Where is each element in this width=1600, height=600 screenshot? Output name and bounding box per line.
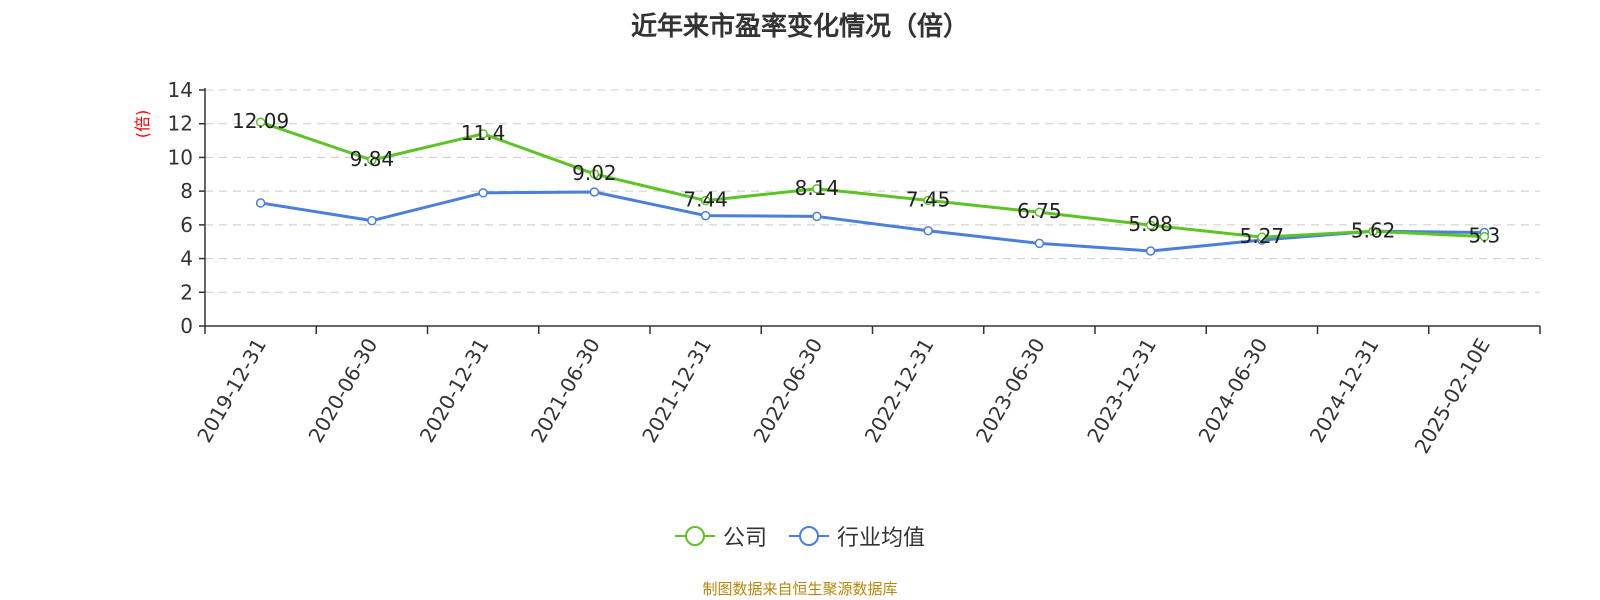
- data-point-series-1[interactable]: [700, 210, 711, 221]
- data-point-series-0[interactable]: [1479, 231, 1490, 242]
- data-point-series-0[interactable]: [1257, 232, 1267, 242]
- y-axis-label: (倍): [133, 110, 152, 139]
- legend-company-label: 公司: [722, 526, 767, 551]
- data-point-series-0[interactable]: [1034, 207, 1045, 217]
- legend-item-industry-average[interactable]: 行业均值: [789, 520, 925, 552]
- x-tick-label: 2022-06-30: [748, 334, 827, 447]
- y-tick-label: 12: [168, 112, 193, 136]
- data-point-series-1[interactable]: [1145, 246, 1156, 256]
- data-label: 12.09: [232, 109, 289, 133]
- data-point-series-0[interactable]: [255, 117, 266, 127]
- data-source-note: 制图数据来自恒生聚源数据库: [702, 580, 898, 598]
- data-label: 9.84: [350, 147, 395, 171]
- x-tick-label: 2024-12-31: [1305, 334, 1384, 447]
- data-label: 5.98: [1128, 212, 1173, 236]
- chart-title: 近年来市盈率变化情况（倍）: [630, 12, 969, 42]
- y-tick-label: 10: [168, 145, 193, 169]
- y-tick-label: 14: [168, 78, 193, 102]
- legend-industry-average-icon: [789, 526, 829, 546]
- x-tick-label: 2021-12-31: [637, 334, 716, 447]
- x-tick-label: 2021-06-30: [526, 334, 605, 447]
- data-point-series-0[interactable]: [923, 195, 933, 206]
- data-point-series-0[interactable]: [812, 184, 822, 194]
- data-point-series-1[interactable]: [478, 188, 488, 198]
- legend-company-icon: [674, 526, 715, 546]
- series-line-1: [260, 190, 1485, 253]
- axes: 0 2 4 6 8 10 12 14 2019-12-31 2020-06-30 2020-12-3…: [168, 78, 1541, 458]
- y-tick-label: 6: [180, 213, 193, 237]
- x-tick-label: 2023-12-31: [1082, 334, 1161, 447]
- data-point-series-1[interactable]: [923, 226, 933, 236]
- x-tick-label: 2023-06-30: [971, 334, 1050, 447]
- legend-item-company[interactable]: 公司: [674, 520, 767, 552]
- data-point-series-0[interactable]: [478, 129, 488, 139]
- legend: 公司 行业均值: [0, 520, 1600, 552]
- x-tick-label: 2019-12-31: [192, 334, 271, 447]
- legend-industry-average-label: 行业均值: [837, 526, 926, 551]
- data-point-series-1[interactable]: [255, 198, 266, 208]
- data-label: 5.27: [1240, 224, 1285, 248]
- x-tick-label: 2025-02-10E: [1410, 334, 1495, 458]
- data-point-series-1[interactable]: [589, 187, 600, 197]
- data-label: 5.62: [1351, 218, 1396, 242]
- data-point-series-1[interactable]: [812, 211, 822, 222]
- y-tick-label: 8: [180, 179, 193, 203]
- x-tick-label: 2020-06-30: [303, 334, 382, 447]
- data-label: 11.4: [461, 121, 506, 145]
- data-point-series-0[interactable]: [700, 195, 711, 206]
- data-point-series-1[interactable]: [367, 215, 377, 226]
- data-label: 7.44: [683, 188, 728, 212]
- data-label: 5.3: [1468, 224, 1500, 248]
- data-point-series-0[interactable]: [589, 169, 600, 179]
- data-point-series-1[interactable]: [1034, 238, 1045, 249]
- data-label: 8.14: [795, 176, 840, 200]
- data-point-series-0[interactable]: [1368, 226, 1378, 237]
- data-point-series-0[interactable]: [367, 155, 377, 165]
- series-line-0: [260, 120, 1485, 239]
- data-labels: 12.09 9.84 11.4 9.02 7.44 8.14 7.45 6.75 5.98 5.2…: [232, 109, 1500, 248]
- data-label: 6.75: [1017, 199, 1062, 223]
- data-point-series-0[interactable]: [1145, 220, 1156, 230]
- y-tick-label: 4: [180, 247, 193, 271]
- x-tick-label: 2020-12-31: [415, 334, 494, 447]
- data-label: 9.02: [572, 161, 617, 185]
- series-lines: [255, 117, 1490, 256]
- data-label: 7.45: [906, 187, 951, 211]
- x-tick-label: 2022-12-31: [860, 334, 939, 447]
- y-tick-label: 0: [180, 314, 193, 338]
- line-chart: 0 2 4 6 8 10 12 14 2019-12-31 2020-06-30 2020-12-3…: [133, 78, 1541, 458]
- x-tick-label: 2024-06-30: [1193, 334, 1272, 447]
- grid-lines: [205, 89, 1540, 293]
- y-tick-label: 2: [180, 280, 193, 304]
